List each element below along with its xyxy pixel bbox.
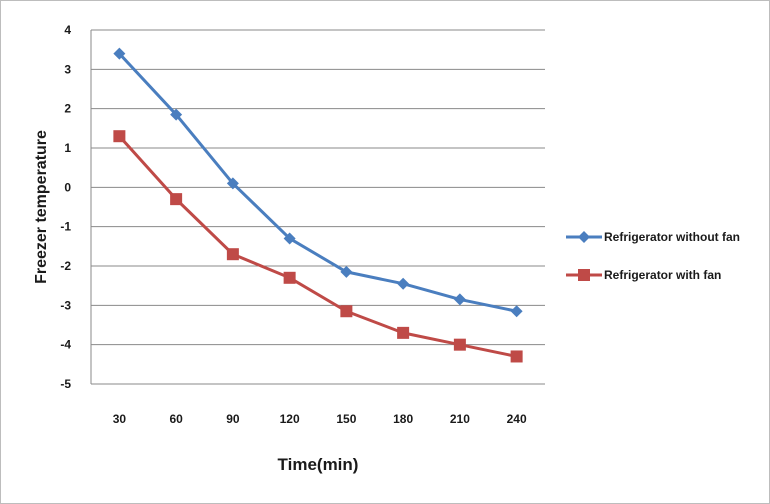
data-point-marker — [283, 271, 296, 284]
x-tick-label: 240 — [507, 412, 527, 426]
x-axis-title: Time(min) — [278, 455, 359, 474]
series-group — [113, 47, 523, 363]
y-tick-label: -2 — [60, 259, 71, 273]
data-point-marker — [170, 193, 183, 206]
series-line — [118, 52, 517, 313]
legend: Refrigerator without fan Refrigerator wit… — [566, 230, 740, 282]
x-tick-label: 210 — [450, 412, 470, 426]
data-point-marker — [453, 293, 466, 306]
legend-label: Refrigerator with fan — [604, 268, 721, 282]
data-point-marker — [397, 277, 410, 290]
series-2 — [113, 130, 523, 363]
legend-item: Refrigerator without fan — [566, 230, 740, 244]
data-point-marker — [113, 130, 126, 143]
data-point-marker — [510, 305, 523, 318]
y-tick-label: -3 — [60, 298, 71, 312]
data-point-marker — [510, 350, 523, 363]
data-point-marker — [397, 326, 410, 339]
data-point-marker — [113, 47, 126, 60]
y-tick-label: 2 — [64, 102, 71, 116]
data-point-marker — [453, 338, 466, 351]
data-point-marker — [226, 248, 239, 261]
data-point-marker — [340, 265, 353, 278]
x-tick-label: 60 — [169, 412, 183, 426]
series-1 — [113, 47, 523, 318]
data-point-marker — [578, 231, 590, 243]
data-point-marker — [340, 305, 353, 318]
gridlines — [90, 29, 545, 385]
x-tick-label: 150 — [336, 412, 356, 426]
y-tick-labels: 4 3 2 1 0 -1 -2 -3 -4 -5 — [60, 23, 71, 391]
data-point-marker — [283, 232, 296, 245]
x-tick-labels: 30 60 90 120 150 180 210 240 — [113, 412, 527, 426]
x-tick-label: 90 — [226, 412, 240, 426]
y-tick-label: 0 — [64, 180, 71, 194]
y-axis-title: Freezer temperature — [33, 130, 50, 284]
series-line — [118, 135, 517, 358]
legend-label: Refrigerator without fan — [604, 230, 740, 244]
y-tick-label: 1 — [64, 141, 71, 155]
y-tick-label: -5 — [60, 377, 71, 391]
data-point-marker — [578, 269, 590, 281]
legend-item: Refrigerator with fan — [566, 268, 721, 282]
x-tick-label: 30 — [113, 412, 127, 426]
x-tick-label: 180 — [393, 412, 413, 426]
y-tick-label: 3 — [64, 62, 71, 76]
y-tick-label: -4 — [60, 338, 71, 352]
data-point-marker — [170, 108, 183, 121]
x-tick-label: 120 — [280, 412, 300, 426]
y-tick-label: 4 — [64, 23, 71, 37]
data-point-marker — [226, 177, 239, 190]
y-tick-label: -1 — [60, 220, 71, 234]
